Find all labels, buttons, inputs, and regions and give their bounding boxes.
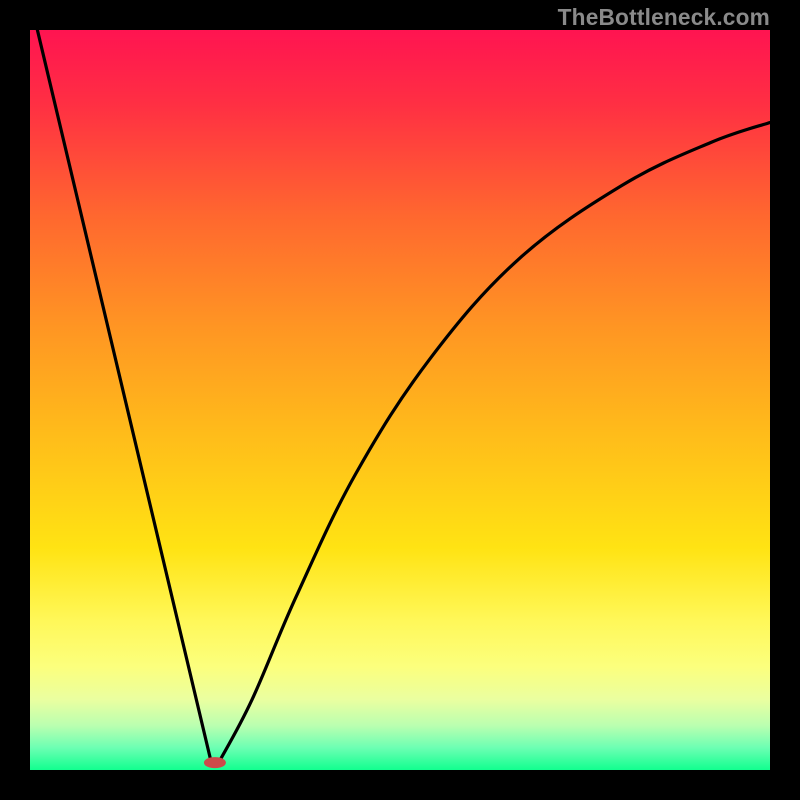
chart-frame: TheBottleneck.com (0, 0, 800, 800)
curve-left-branch (37, 30, 211, 763)
bottleneck-curve (30, 30, 770, 770)
plot-area (30, 30, 770, 770)
source-watermark: TheBottleneck.com (558, 4, 770, 31)
curve-right-branch (219, 123, 770, 763)
minimum-marker (204, 757, 226, 769)
